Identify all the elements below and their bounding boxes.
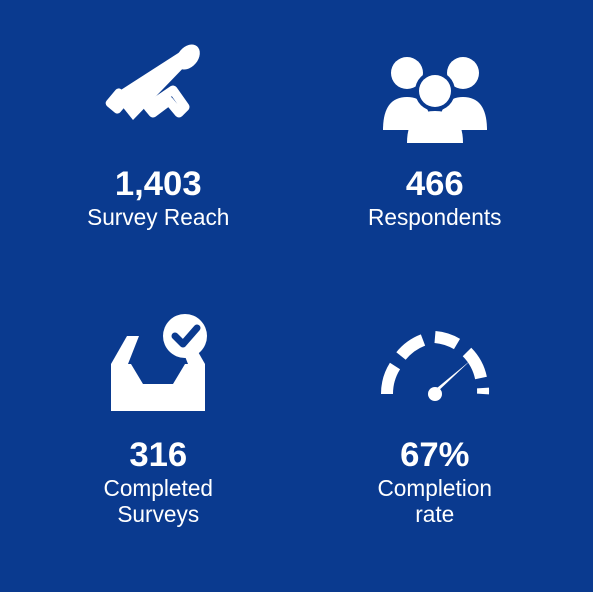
stat-label: Survey Reach	[87, 204, 229, 230]
tile-respondents: 466 Respondents	[297, 30, 574, 301]
stat-label: Completed Surveys	[103, 475, 213, 527]
tile-completion-rate: 67% Completion rate	[297, 301, 574, 572]
tile-completed-surveys: 316 Completed Surveys	[20, 301, 297, 572]
tile-survey-reach: 1,403 Survey Reach	[20, 30, 297, 301]
stat-value: 1,403	[115, 166, 202, 202]
stat-label: Respondents	[368, 204, 502, 230]
gauge-icon	[365, 301, 505, 431]
stat-value: 466	[406, 166, 464, 202]
stat-value: 316	[129, 437, 187, 473]
inbox-check-icon	[93, 301, 223, 431]
megaphone-icon	[93, 30, 223, 160]
stats-infographic: 1,403 Survey Reach	[0, 0, 593, 592]
stat-value: 67%	[400, 437, 469, 473]
stat-label: Completion rate	[377, 475, 492, 527]
people-group-icon	[365, 30, 505, 160]
